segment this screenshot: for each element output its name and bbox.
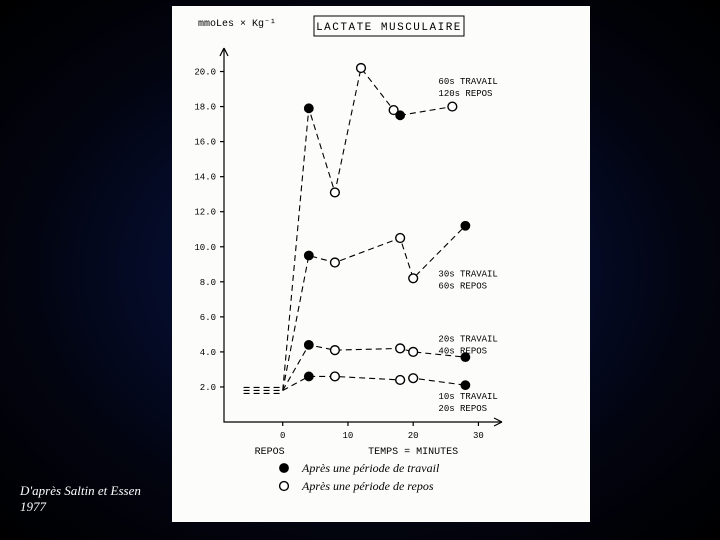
marker-open [331,346,340,355]
legend-text: Après une période de travail [301,461,440,475]
marker-filled [304,372,313,381]
y-tick-label: 2.0 [200,383,216,393]
y-unit-label: mmoLes × Kg⁻¹ [198,19,276,30]
y-tick-label: 18.0 [194,103,216,113]
chart-title: LACTATE MUSCULAIRE [316,22,462,34]
marker-open [409,348,418,357]
marker-filled [461,381,470,390]
x-axis-label-left: REPOS [255,447,285,458]
series-label: 40s REPOS [438,346,487,356]
y-tick-label: 8.0 [200,278,216,288]
x-tick-label: 0 [280,431,285,441]
axes [224,48,502,422]
x-tick-label: 10 [343,431,354,441]
series-line [283,226,466,391]
marker-open [396,234,405,243]
marker-open [448,102,457,111]
legend-marker-filled [280,464,289,473]
y-tick-label: 14.0 [194,173,216,183]
y-tick-label: 6.0 [200,313,216,323]
legend-text: Après une période de repos [301,479,434,493]
x-axis-label-right: TEMPS = MINUTES [368,447,458,458]
legend-marker-open [280,482,289,491]
marker-filled [461,221,470,230]
marker-open [331,258,340,267]
attribution: D'après Saltin et Essen 1977 [20,483,170,516]
y-tick-label: 10.0 [194,243,216,253]
marker-open [331,188,340,197]
marker-open [331,372,340,381]
series-label: 60s TRAVAIL [438,77,497,87]
marker-open [409,374,418,383]
marker-open [396,344,405,353]
marker-open [409,274,418,283]
series-label: 20s REPOS [438,404,487,414]
y-tick-label: 16.0 [194,138,216,148]
x-tick-label: 20 [408,431,419,441]
series-label: 10s TRAVAIL [438,392,497,402]
chart-svg: mmoLes × Kg⁻¹ LACTATE MUSCULAIRE 2.0 4.0 6.0… [172,6,590,522]
x-tick-label: 30 [473,431,484,441]
series-label: 30s TRAVAIL [438,270,497,280]
marker-open [357,64,366,73]
marker-filled [304,340,313,349]
marker-open [396,376,405,385]
marker-filled [304,251,313,260]
lactate-musculaire-chart: mmoLes × Kg⁻¹ LACTATE MUSCULAIRE 2.0 4.0 6.0… [172,6,590,522]
y-tick-label: 20.0 [194,68,216,78]
series-label: 60s REPOS [438,282,487,292]
series-label: 120s REPOS [438,89,492,99]
marker-filled [396,111,405,120]
series-label: 20s TRAVAIL [438,334,497,344]
y-tick-label: 12.0 [194,208,216,218]
y-tick-label: 4.0 [200,348,216,358]
marker-filled [304,104,313,113]
